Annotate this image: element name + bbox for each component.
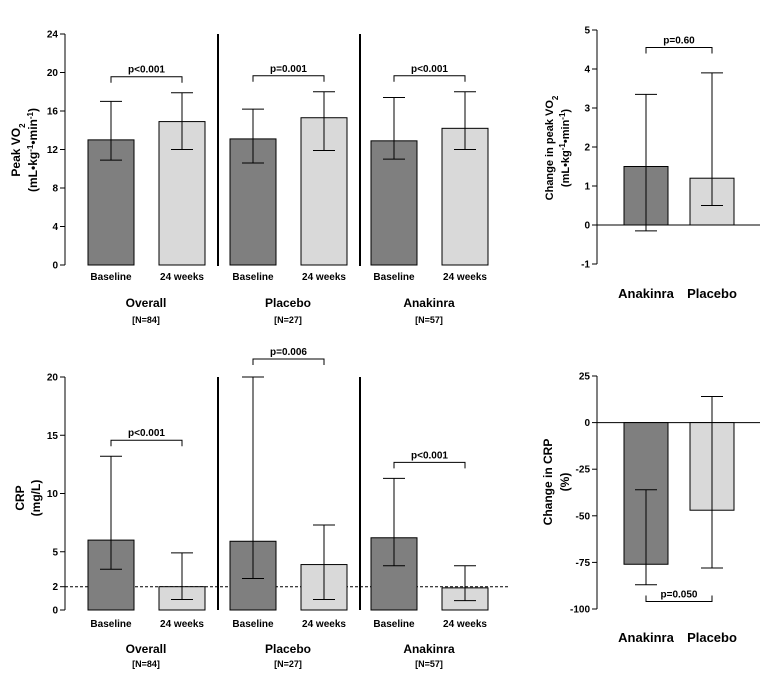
- change-crp-y-tick-label: 0: [584, 418, 590, 429]
- crp-group-label: Anakinra: [403, 642, 455, 656]
- peak-vo2-category-label: 24 weeks: [302, 272, 346, 283]
- change-vo2-ylabel: Change in peak VO2: [544, 95, 560, 200]
- crp-p-value: p<0.001: [128, 428, 165, 439]
- crp-significance-bracket: [252, 358, 325, 365]
- peak-vo2-y-tick-label: 16: [47, 107, 59, 118]
- peak-vo2-y-tick-label: 8: [52, 184, 58, 195]
- peak-vo2-y-tick-label: 24: [47, 30, 59, 41]
- change-vo2-y-tick-label: 1: [584, 182, 590, 193]
- crp-category-label: Baseline: [373, 619, 415, 630]
- peak-vo2-significance-bracket: [393, 75, 466, 82]
- peak-vo2-ylabel: Peak VO2: [9, 123, 27, 177]
- peak-vo2-group-n: [N=57]: [415, 315, 443, 325]
- peak-vo2-p-value: p=0.001: [270, 64, 307, 75]
- change-crp-y-tick-label: -50: [576, 511, 591, 522]
- crp-y-tick-label: 20: [47, 373, 59, 384]
- peak-vo2-category-label: Baseline: [90, 272, 132, 283]
- peak-vo2-ylabel-units: (mL•kg-1•min-1): [26, 108, 41, 192]
- crp-significance-bracket: [110, 439, 183, 447]
- change-vo2-y-tick-label: 3: [584, 104, 590, 115]
- crp-category-label: Baseline: [90, 619, 132, 630]
- peak-vo2-bar: [229, 138, 277, 266]
- change-vo2-y-tick-label: 2: [584, 143, 590, 154]
- peak-vo2-category-label: 24 weeks: [160, 272, 204, 283]
- crp-y-tick-label: 2: [52, 582, 58, 593]
- peak-vo2-y-tick-label: 0: [52, 261, 58, 272]
- change-vo2-significance-bracket: [645, 47, 713, 54]
- crp-group-n: [N=57]: [415, 659, 443, 669]
- peak-vo2-p-value: p<0.001: [411, 64, 448, 75]
- change-crp-category-label: Placebo: [687, 630, 737, 645]
- peak-vo2-group-label: Anakinra: [403, 296, 455, 310]
- crp-category-label: 24 weeks: [443, 619, 487, 630]
- crp-category-label: 24 weeks: [160, 619, 204, 630]
- crp-category-label: 24 weeks: [302, 619, 346, 630]
- change-crp-category-label: Anakinra: [618, 630, 674, 645]
- peak-vo2-p-value: p<0.001: [128, 65, 165, 76]
- change-crp-p-value: p=0.050: [661, 590, 698, 601]
- peak-vo2-bar: [158, 121, 206, 266]
- peak-vo2-bar: [370, 140, 418, 266]
- crp-significance-bracket: [393, 461, 466, 469]
- crp-group-label: Placebo: [265, 642, 311, 656]
- crp-group-n: [N=84]: [132, 659, 160, 669]
- crp-chart: CRP (mg/L) 0 2 5 10 15 20 Baseline 24 weeks Over…: [13, 347, 510, 669]
- crp-y-tick-label: 15: [47, 431, 59, 442]
- change-crp-y-tick-label: -25: [576, 465, 591, 476]
- crp-p-value: p<0.001: [411, 450, 448, 461]
- change-vo2-chart: Change in peak VO2 (mL•kg-1•min-1) -1 0 1 2…: [544, 26, 760, 301]
- change-vo2-y-tick-label: 5: [584, 26, 590, 37]
- change-vo2-y-tick-label: 0: [584, 221, 590, 232]
- peak-vo2-category-label: Baseline: [373, 272, 415, 283]
- peak-vo2-y-tick-label: 4: [52, 222, 58, 233]
- peak-vo2-group-n: [N=27]: [274, 315, 302, 325]
- change-crp-y-tick-label: -75: [576, 558, 591, 569]
- change-vo2-ylabel-units: (mL•kg-1•min-1): [558, 109, 573, 188]
- change-vo2-y-tick-label: -1: [581, 260, 590, 271]
- change-crp-ylabel-units: (%): [558, 473, 572, 492]
- crp-category-label: Baseline: [232, 619, 274, 630]
- peak-vo2-category-label: 24 weeks: [443, 272, 487, 283]
- change-crp-ylabel: Change in CRP: [541, 439, 555, 526]
- peak-vo2-significance-bracket: [110, 76, 183, 83]
- change-vo2-category-label: Placebo: [687, 286, 737, 301]
- crp-group-n: [N=27]: [274, 659, 302, 669]
- change-vo2-y-tick-label: 4: [584, 65, 590, 76]
- peak-vo2-significance-bracket: [252, 75, 325, 82]
- crp-y-tick-label: 0: [52, 606, 58, 617]
- crp-p-value: p=0.006: [270, 347, 307, 358]
- peak-vo2-chart: Peak VO2 (mL•kg-1•min-1) 0 4 8 12 16 20 24 Base…: [9, 30, 489, 325]
- crp-y-tick-label: 5: [52, 547, 58, 558]
- peak-vo2-y-tick-label: 20: [47, 68, 59, 79]
- peak-vo2-group-label: Overall: [126, 296, 167, 310]
- change-vo2-p-value: p=0.60: [663, 36, 695, 47]
- peak-vo2-group-label: Placebo: [265, 296, 311, 310]
- crp-ylabel-units: (mg/L): [29, 480, 43, 517]
- peak-vo2-y-tick-label: 12: [47, 145, 59, 156]
- crp-ylabel: CRP: [13, 485, 27, 510]
- peak-vo2-group-n: [N=84]: [132, 315, 160, 325]
- change-crp-y-tick-label: -100: [570, 605, 590, 616]
- change-crp-significance-bracket: [645, 595, 713, 603]
- change-crp-y-tick-label: 25: [579, 372, 591, 383]
- change-vo2-category-label: Anakinra: [618, 286, 674, 301]
- change-crp-chart: Change in CRP (%) -100 -75 -50 -25 0 25 Anakin…: [541, 372, 760, 645]
- crp-y-tick-label: 10: [47, 489, 59, 500]
- crp-group-label: Overall: [126, 642, 167, 656]
- peak-vo2-category-label: Baseline: [232, 272, 274, 283]
